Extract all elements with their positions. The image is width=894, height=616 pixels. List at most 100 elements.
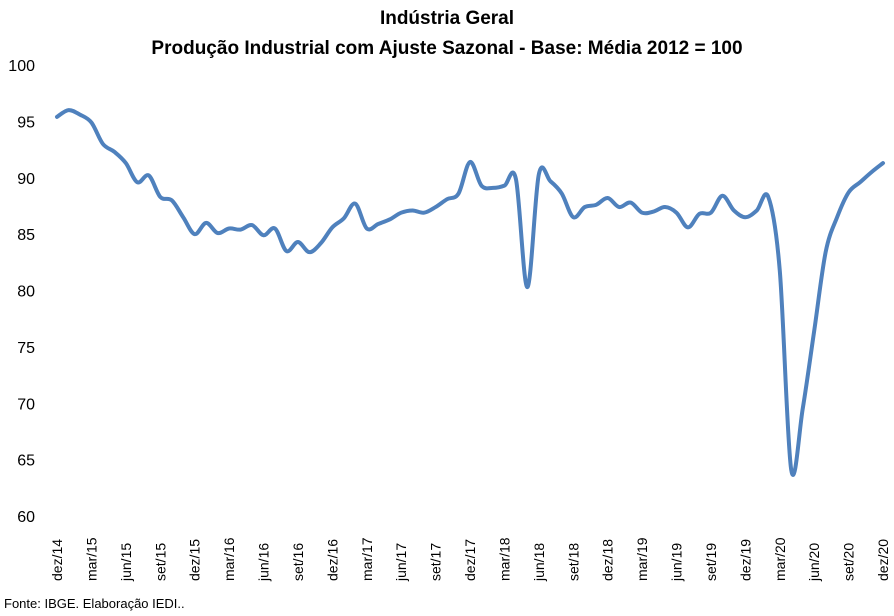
- data-point: [778, 268, 782, 272]
- data-point: [422, 211, 426, 215]
- x-tick-label: mar/16: [221, 537, 237, 581]
- data-point: [388, 217, 392, 221]
- data-point: [262, 233, 266, 237]
- x-tick-label: set/18: [565, 543, 581, 581]
- data-point: [652, 210, 656, 214]
- data-point: [824, 250, 828, 254]
- data-point: [870, 170, 874, 174]
- data-point: [135, 180, 139, 184]
- x-tick-label: dez/20: [875, 539, 891, 581]
- data-point: [445, 197, 449, 201]
- data-point: [55, 115, 59, 119]
- data-point: [766, 195, 770, 199]
- data-point: [789, 468, 793, 472]
- x-tick-label: jun/15: [118, 543, 134, 582]
- data-point: [319, 241, 323, 245]
- data-point: [709, 211, 713, 215]
- x-tick-label: dez/18: [600, 539, 616, 581]
- x-tick-label: dez/17: [462, 539, 478, 581]
- data-point: [124, 161, 128, 165]
- data-point: [239, 228, 243, 232]
- y-tick-label: 75: [17, 340, 35, 357]
- data-point: [227, 226, 231, 230]
- x-tick-label: jun/17: [393, 543, 409, 582]
- data-point: [66, 108, 70, 112]
- data-point: [307, 250, 311, 254]
- data-point: [330, 225, 334, 229]
- x-tick-label: dez/19: [737, 539, 753, 581]
- data-point: [89, 121, 93, 125]
- data-point: [78, 113, 82, 117]
- x-tick-label: set/15: [152, 543, 168, 581]
- x-tick-label: set/19: [703, 543, 719, 581]
- x-tick-label: mar/18: [496, 537, 512, 581]
- data-point: [697, 212, 701, 216]
- y-tick-label: 100: [8, 58, 35, 75]
- y-tick-label: 70: [17, 396, 35, 413]
- y-tick-label: 80: [17, 284, 35, 301]
- data-point: [181, 215, 185, 219]
- data-point: [342, 216, 346, 220]
- data-point: [881, 161, 885, 165]
- data-point: [204, 221, 208, 225]
- y-tick-label: 85: [17, 227, 35, 244]
- x-tick-label: jun/20: [806, 543, 822, 582]
- x-tick-label: set/17: [428, 543, 444, 581]
- x-tick-label: jun/19: [669, 543, 685, 582]
- data-point: [606, 196, 610, 200]
- data-point: [399, 211, 403, 215]
- x-tick-label: dez/15: [187, 539, 203, 581]
- y-tick-label: 90: [17, 171, 35, 188]
- data-point: [812, 329, 816, 333]
- data-point: [491, 186, 495, 190]
- x-tick-label: set/20: [841, 543, 857, 581]
- data-point: [353, 202, 357, 206]
- data-point: [468, 160, 472, 164]
- data-point: [847, 190, 851, 194]
- data-point: [732, 208, 736, 212]
- chart-title-line1: Indústria Geral: [379, 8, 515, 29]
- data-point: [801, 407, 805, 411]
- data-point: [284, 249, 288, 253]
- data-point: [502, 184, 506, 188]
- data-point: [411, 208, 415, 212]
- data-point: [525, 285, 529, 289]
- data-point: [583, 205, 587, 209]
- x-tick-label: dez/16: [324, 539, 340, 581]
- data-point: [434, 205, 438, 209]
- data-point: [457, 192, 461, 196]
- data-point: [273, 226, 277, 230]
- x-tick-label: mar/17: [359, 537, 375, 581]
- data-point: [112, 150, 116, 154]
- data-point: [675, 211, 679, 215]
- y-tick-label: 95: [17, 114, 35, 131]
- y-tick-label: 65: [17, 453, 35, 470]
- data-point: [158, 195, 162, 199]
- x-tick-label: dez/14: [49, 539, 65, 581]
- data-point: [594, 203, 598, 207]
- data-point: [629, 201, 633, 205]
- data-point: [296, 240, 300, 244]
- data-point: [376, 222, 380, 226]
- data-point: [479, 184, 483, 188]
- data-point: [743, 215, 747, 219]
- chart-title-line2: Produção Industrial com Ajuste Sazonal -…: [151, 38, 743, 59]
- data-point: [170, 198, 174, 202]
- x-tick-label: jun/18: [531, 543, 547, 582]
- x-tick-label: mar/20: [772, 537, 788, 581]
- data-point: [537, 172, 541, 176]
- y-tick-label: 60: [17, 509, 35, 526]
- data-point: [663, 205, 667, 209]
- data-point: [101, 142, 105, 146]
- x-tick-label: mar/15: [83, 537, 99, 581]
- x-tick-label: jun/16: [256, 543, 272, 582]
- data-point: [193, 232, 197, 236]
- data-point: [548, 179, 552, 183]
- line-chart: 60 65 70 75 80 85 90 95 100 dez/14 mar/15 jun/15 set…: [8, 58, 891, 582]
- data-point: [755, 208, 759, 212]
- data-point: [147, 173, 151, 177]
- data-point: [858, 180, 862, 184]
- data-point: [720, 194, 724, 198]
- source-note: Fonte: IBGE. Elaboração IEDI..: [4, 596, 185, 611]
- series-line: [55, 108, 885, 477]
